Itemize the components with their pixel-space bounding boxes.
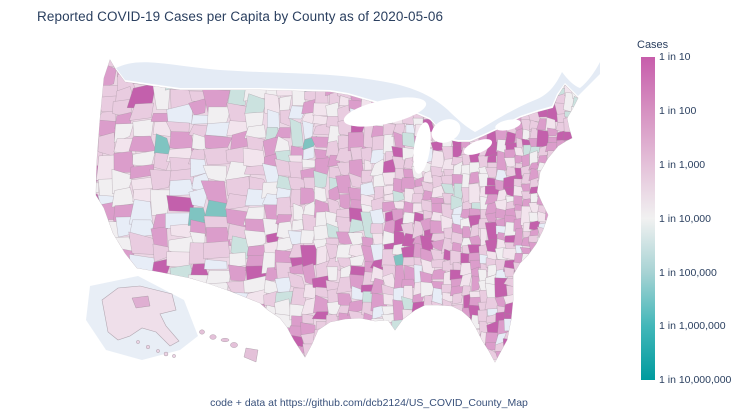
us-county-map[interactable] bbox=[80, 48, 645, 398]
hawaii-inset bbox=[199, 329, 259, 363]
lake-huron-icon bbox=[431, 119, 461, 143]
chart-title: Reported COVID-19 Cases per Capita by Co… bbox=[37, 9, 444, 24]
canada-landmass bbox=[116, 62, 600, 140]
map-svg bbox=[86, 59, 600, 363]
alaska-land bbox=[101, 285, 180, 347]
colorbar-tick: 1 in 100 bbox=[659, 105, 697, 117]
lake-superior-icon bbox=[343, 97, 427, 127]
hawaii-big-island bbox=[243, 347, 259, 363]
hawaii-maui bbox=[230, 342, 238, 348]
colorbar-tick: 1 in 10,000 bbox=[659, 213, 711, 225]
alaska-inset bbox=[86, 276, 198, 360]
source-annotation: code + data at https://github.com/dcb212… bbox=[210, 397, 528, 409]
colorbar bbox=[641, 57, 655, 380]
hawaii-kauai bbox=[199, 329, 205, 335]
aleutian-islands bbox=[136, 340, 176, 358]
great-lakes bbox=[343, 97, 521, 174]
colorbar-tick: 1 in 10,000,000 bbox=[659, 374, 732, 386]
colorbar-tick: 1 in 1,000,000 bbox=[659, 320, 726, 332]
lake-ontario-icon bbox=[495, 119, 521, 131]
alaska-county-patch bbox=[131, 295, 151, 309]
lake-erie-icon bbox=[463, 139, 493, 155]
hawaii-molokai bbox=[220, 337, 230, 343]
colorbar-legend: Cases 1 in 10 1 in 100 1 in 1,000 1 in 1… bbox=[636, 39, 736, 386]
colorbar-tick: 1 in 10 bbox=[659, 51, 691, 63]
hawaii-oahu bbox=[209, 334, 217, 340]
colorbar-title: Cases bbox=[637, 39, 669, 51]
lake-michigan-icon bbox=[413, 122, 431, 174]
colorbar-tick: 1 in 100,000 bbox=[659, 267, 717, 279]
colorbar-tick: 1 in 1,000 bbox=[659, 159, 706, 171]
